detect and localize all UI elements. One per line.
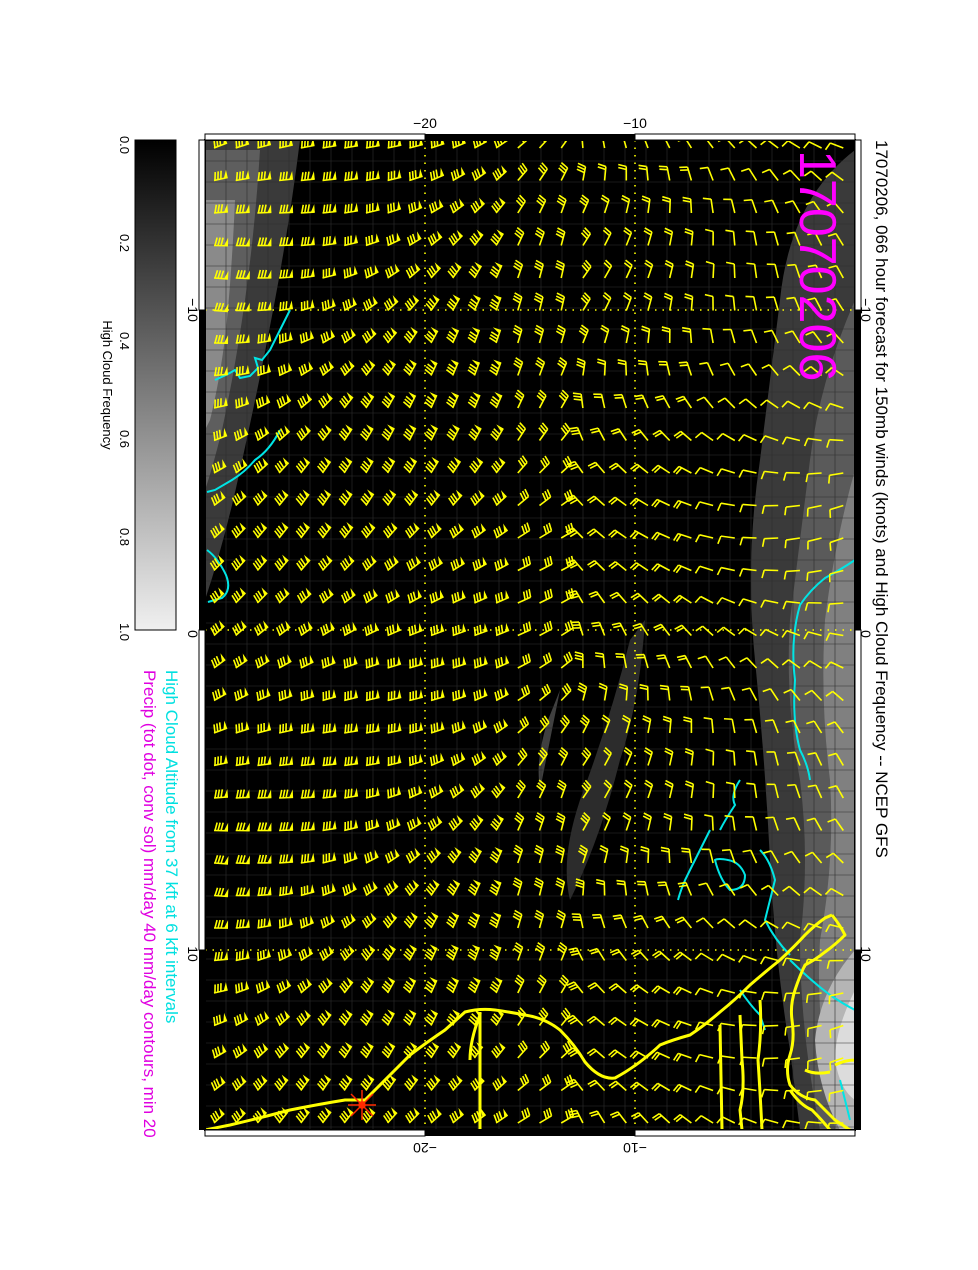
frame-bar-left-bot [199, 950, 205, 1130]
colorbar-tick-4: 0.8 [117, 528, 132, 546]
frame-bar-right-bot [855, 950, 861, 1130]
right-tick-0: 0 [858, 630, 874, 638]
frame-bar-right-mid [855, 310, 861, 630]
left-tick-minus10: −10 [185, 298, 201, 322]
colorbar-tick-2: 0.4 [117, 332, 132, 350]
colorbar-label: High Cloud Frequency [100, 320, 115, 450]
colorbar-tick-0: 0.0 [117, 136, 132, 154]
frame-bar-top-b [425, 134, 635, 140]
right-tick-10: 10 [858, 946, 874, 962]
top-tick-minus10: −10 [623, 115, 647, 131]
frame-bar-bot-a [205, 1130, 425, 1136]
map-title: 17070206, 066 hour forecast for 150mb wi… [872, 140, 891, 858]
frame-bar-right-top [855, 140, 861, 310]
bottom-tick-minus10: −10 [623, 1140, 647, 1156]
colorbar [135, 140, 176, 630]
frame-bar-bot-c [635, 1130, 855, 1136]
frame-bar-left-low [199, 630, 205, 950]
legend-cloud-altitude: High Cloud Altitude from 37 kft at 6 kft… [162, 670, 181, 1023]
date-stamp: 17070206 [788, 150, 846, 381]
station-marker [348, 1090, 376, 1120]
bottom-tick-minus20: −20 [413, 1140, 437, 1156]
left-tick-0: 0 [185, 630, 201, 638]
colorbar-tick-1: 0.2 [117, 234, 132, 252]
frame-bar-top-a [205, 134, 425, 140]
colorbar-tick-3: 0.6 [117, 430, 132, 448]
legend-precip: Precip (tot dot, conv sol) mm/day 40 mm/… [140, 670, 159, 1138]
top-tick-minus20: −20 [413, 115, 437, 131]
left-tick-10: 10 [185, 946, 201, 962]
frame-bar-left-mid [199, 310, 205, 630]
right-tick-minus10: −10 [858, 298, 874, 322]
frame-bar-bot-b [425, 1130, 635, 1136]
frame-bar-top-c [635, 134, 855, 140]
frame-bar-right-low [855, 630, 861, 950]
frame-bar-left-top [199, 140, 205, 310]
colorbar-tick-5: 1.0 [117, 623, 132, 641]
